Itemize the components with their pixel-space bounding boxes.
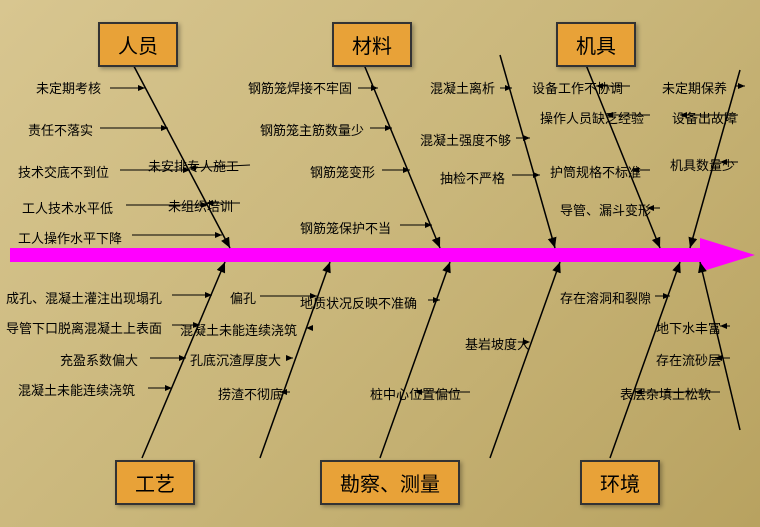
cause-text: 护筒规格不标准 [550,162,641,181]
cause-text: 抽检不严格 [440,168,505,187]
cause-text: 未定期考核 [36,78,101,97]
cause-text: 导管、漏斗变形 [560,200,651,219]
cause-text: 未安排专人施工 [148,156,239,175]
cause-text: 工人技术水平低 [22,198,113,217]
cause-text: 钢筋笼焊接不牢固 [248,78,352,97]
category-survey: 勘察、测量 [320,460,460,505]
cause-text: 钢筋笼保护不当 [300,218,391,237]
category-material: 材料 [332,22,412,67]
cause-text: 存在流砂层 [656,350,721,369]
cause-text: 设备出故障 [672,108,737,127]
cause-text: 地质状况反映不准确 [300,293,417,312]
category-process: 工艺 [115,460,195,505]
cause-text: 导管下口脱离混凝土上表面 [6,318,162,337]
cause-text: 责任不落实 [28,120,93,139]
cause-text: 基岩坡度大 [465,334,530,353]
cause-text: 存在溶洞和裂隙 [560,288,651,307]
cause-text: 钢筋笼主筋数量少 [260,120,364,139]
category-machine: 机具 [556,22,636,67]
cause-text: 混凝土未能连续浇筑 [18,380,135,399]
cause-text: 钢筋笼变形 [310,162,375,181]
cause-text: 混凝土强度不够 [420,130,511,149]
cause-text: 混凝土离析 [430,78,495,97]
cause-text: 地下水丰富 [656,318,721,337]
cause-text: 充盈系数偏大 [60,350,138,369]
cause-text: 机具数量少 [670,155,735,174]
cause-text: 未组织培训 [168,196,233,215]
cause-text: 未定期保养 [662,78,727,97]
cause-text: 混凝土未能连续浇筑 [180,320,297,339]
category-personnel: 人员 [98,22,178,67]
cause-text: 成孔、混凝土灌注出现塌孔 [6,288,162,307]
cause-text: 工人操作水平下降 [18,228,122,247]
cause-text: 孔底沉渣厚度大 [190,350,281,369]
cause-text: 技术交底不到位 [18,162,109,181]
fishbone-svg [0,0,760,527]
cause-text: 操作人员缺乏经验 [540,108,644,127]
category-environment: 环境 [580,460,660,505]
cause-text: 捞渣不彻底 [218,384,283,403]
cause-text: 偏孔 [230,288,256,307]
cause-text: 桩中心位置偏位 [370,384,461,403]
cause-text: 表层杂填土松软 [620,384,711,403]
cause-text: 设备工作不协调 [532,78,623,97]
